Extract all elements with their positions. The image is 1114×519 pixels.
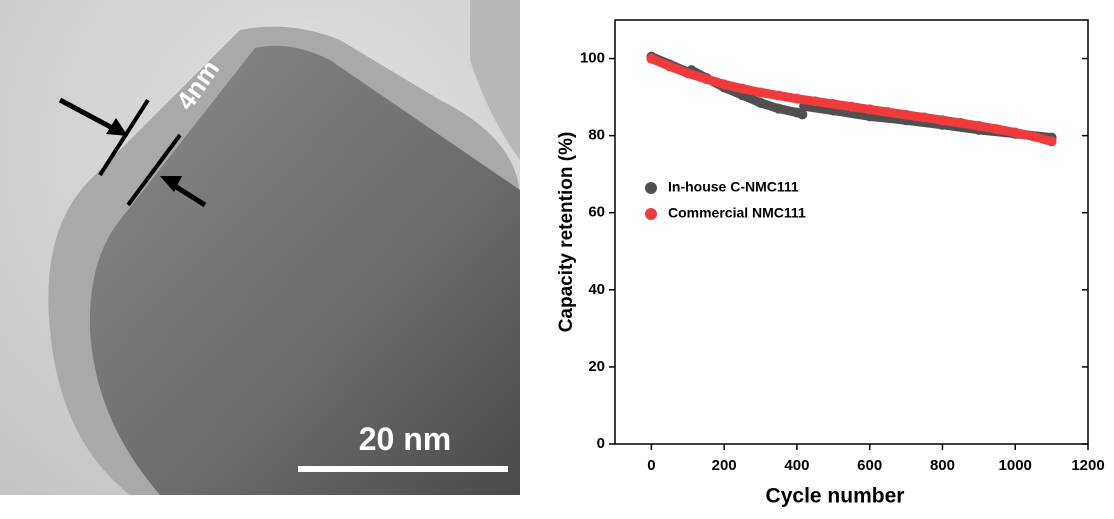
data-point [701,74,711,84]
page: 4nm 20 nm Cycle number Capacity retentio… [0,0,1114,519]
data-point [974,121,984,131]
data-point [665,61,675,71]
series-line [651,59,1051,142]
data-point [737,84,747,94]
data-point [792,94,802,104]
plot-frame [615,20,1088,444]
data-point [774,104,784,114]
data-point [774,91,784,101]
data-point [646,54,656,64]
tem-image: 4nm 20 nm [0,0,520,495]
data-point [756,87,766,97]
x-axis-label: Cycle number [766,485,905,508]
x-tick-label: 1000 [999,457,1032,474]
legend-label: In-house C-NMC111 [668,179,799,195]
y-tick-label: 40 [588,281,605,298]
legend-marker [645,208,657,220]
x-tick-label: 1200 [1071,457,1104,474]
y-tick-label: 80 [588,127,605,144]
legend-label: Commercial NMC111 [668,205,806,221]
data-point [1047,136,1057,146]
x-tick-label: 400 [784,457,809,474]
data-point [1028,131,1038,141]
scale-bar-label: 20 nm [359,421,451,457]
data-point [756,98,766,108]
y-tick-label: 100 [580,50,605,67]
data-point [901,110,911,120]
figure: 4nm 20 nm Cycle number Capacity retentio… [0,0,1114,514]
data-point [828,99,838,109]
data-point [919,113,929,123]
x-tick-label: 0 [647,457,655,474]
y-tick-label: 20 [588,358,605,375]
data-point [1010,128,1020,138]
y-tick-label: 60 [588,204,605,221]
data-point [937,115,947,125]
x-tick-label: 800 [930,457,955,474]
data-point [719,79,729,89]
x-tick-label: 200 [712,457,737,474]
data-point [883,107,893,117]
y-axis-label: Capacity retention (%) [556,132,577,333]
y-tick-label: 0 [597,435,605,452]
data-point [865,104,875,114]
data-point [810,96,820,106]
legend-marker [645,182,657,194]
x-tick-label: 600 [857,457,882,474]
data-point [847,102,857,112]
data-point [683,68,693,78]
data-point [956,118,966,128]
data-point [992,124,1002,134]
